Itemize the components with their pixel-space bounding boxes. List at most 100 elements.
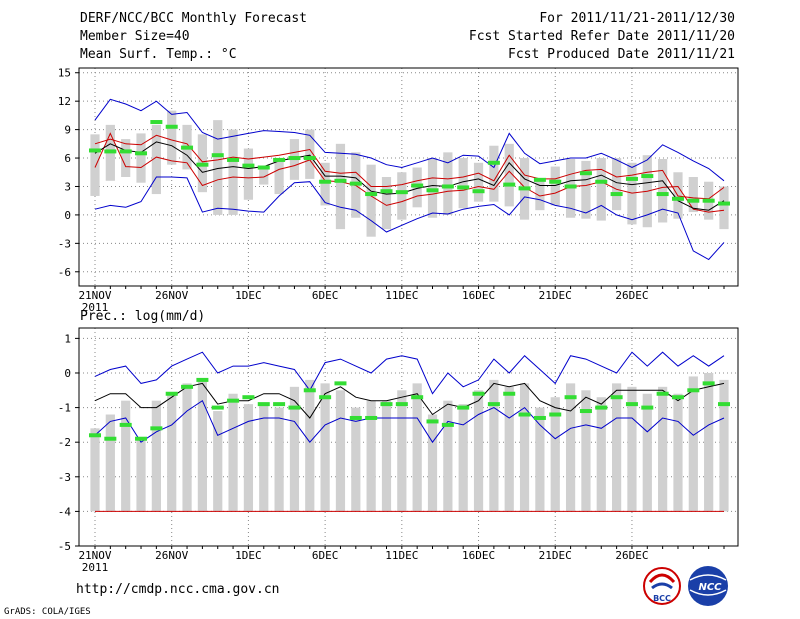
- member-mark: [257, 402, 270, 407]
- grads-credit: GrADS: COLA/IGES: [4, 607, 91, 617]
- member-mark: [104, 436, 117, 441]
- member-mark: [273, 157, 286, 162]
- spread-box: [596, 397, 606, 512]
- member-mark: [273, 402, 286, 407]
- spread-box: [443, 400, 453, 512]
- x-tick-label: 16DEC: [462, 549, 495, 562]
- spread-box: [197, 379, 207, 512]
- member-mark: [641, 174, 654, 179]
- member-mark: [334, 381, 347, 386]
- plot-frame: [78, 67, 739, 287]
- spread-box: [274, 407, 284, 512]
- spread-box: [458, 158, 468, 209]
- x-tick-label: 11DEC: [385, 289, 418, 302]
- spread-box: [688, 177, 698, 213]
- member-mark: [211, 405, 224, 410]
- member-mark: [426, 419, 439, 424]
- spread-box: [504, 386, 514, 512]
- spread-box: [335, 143, 346, 230]
- spread-box: [719, 379, 729, 512]
- spread-box: [581, 390, 591, 512]
- member-mark: [718, 201, 730, 206]
- member-mark: [472, 189, 485, 194]
- member-mark: [150, 426, 163, 431]
- member-mark: [457, 185, 470, 190]
- series-upper-red: [94, 132, 725, 213]
- member-mark: [441, 184, 454, 189]
- member-mark: [718, 402, 730, 407]
- member-mark: [365, 192, 378, 197]
- spread-box: [427, 414, 438, 512]
- member-mark: [518, 186, 531, 191]
- spread-box: [320, 162, 330, 206]
- spread-box: [121, 400, 131, 512]
- member-mark: [380, 189, 393, 194]
- spread-box: [151, 124, 161, 195]
- spread-box: [473, 390, 484, 512]
- source-url[interactable]: http://cmdp.ncc.cma.gov.cn: [76, 582, 280, 597]
- temperature-chart: 15 12 9 6 3 0 -3 -6 21NOV 26NOV 1DEC 6DEC 11DEC 16DEC…: [58, 67, 739, 314]
- spread-box: [167, 110, 177, 165]
- y-tick-label: 1: [64, 332, 71, 345]
- member-mark: [487, 402, 500, 407]
- member-mark: [656, 391, 669, 396]
- member-mark: [549, 179, 562, 184]
- year-label: 2011: [82, 561, 109, 574]
- spread-box: [612, 158, 622, 211]
- spread-box: [412, 383, 422, 512]
- spread-box: [535, 407, 545, 512]
- member-mark: [380, 402, 393, 407]
- member-mark: [89, 148, 101, 153]
- series-ensemble-max: [94, 176, 725, 261]
- y-tick-label: 0: [64, 209, 71, 222]
- y-tick-label: -4: [58, 505, 72, 518]
- member-mark: [472, 391, 485, 396]
- member-mark: [119, 422, 132, 427]
- member-mark: [242, 163, 255, 168]
- member-mark: [579, 171, 592, 176]
- member-mark: [334, 178, 347, 183]
- spread-box: [581, 160, 591, 219]
- spread-box: [182, 383, 192, 512]
- member-mark: [227, 157, 240, 162]
- y-tick-label: 12: [58, 95, 71, 108]
- spread-box: [351, 407, 361, 512]
- svg-text:BCC: BCC: [653, 594, 671, 603]
- member-mark: [288, 405, 301, 410]
- member-mark: [257, 165, 270, 170]
- forecast-produced-date: Fcst Produced Date 2011/11/21: [508, 47, 735, 62]
- ncc-logo: NCC: [688, 566, 728, 606]
- precip-title: Prec.: log(mm/d): [80, 309, 205, 324]
- spread-box: [642, 393, 652, 512]
- y-tick-label: -6: [58, 266, 71, 279]
- spread-box: [305, 129, 315, 179]
- member-mark: [625, 176, 638, 181]
- spread-box: [719, 186, 729, 230]
- member-mark: [119, 149, 132, 154]
- spread-box: [489, 145, 499, 202]
- spread-box: [519, 383, 530, 512]
- member-mark: [181, 145, 194, 150]
- member-mark: [196, 162, 209, 167]
- member-mark: [625, 402, 638, 407]
- spread-box: [213, 411, 223, 512]
- series-lower-red: [94, 134, 725, 200]
- x-tick-label: 11DEC: [385, 549, 418, 562]
- y-tick-label: -2: [58, 436, 71, 449]
- spread-box: [397, 390, 407, 512]
- x-tick-label: 26DEC: [615, 289, 648, 302]
- spread-box: [443, 152, 453, 215]
- member-mark: [702, 198, 715, 203]
- spread-box: [397, 172, 407, 220]
- chart-title: DERF/NCC/BCC Monthly Forecast: [80, 11, 307, 26]
- x-tick-label: 21DEC: [539, 549, 572, 562]
- member-mark: [564, 184, 577, 189]
- x-tick-label: 6DEC: [312, 289, 339, 302]
- member-mark: [196, 377, 209, 382]
- x-tick-label: 26DEC: [615, 549, 648, 562]
- member-mark: [518, 412, 531, 417]
- member-mark: [319, 395, 332, 400]
- member-mark: [104, 149, 117, 154]
- spread-box: [673, 393, 683, 512]
